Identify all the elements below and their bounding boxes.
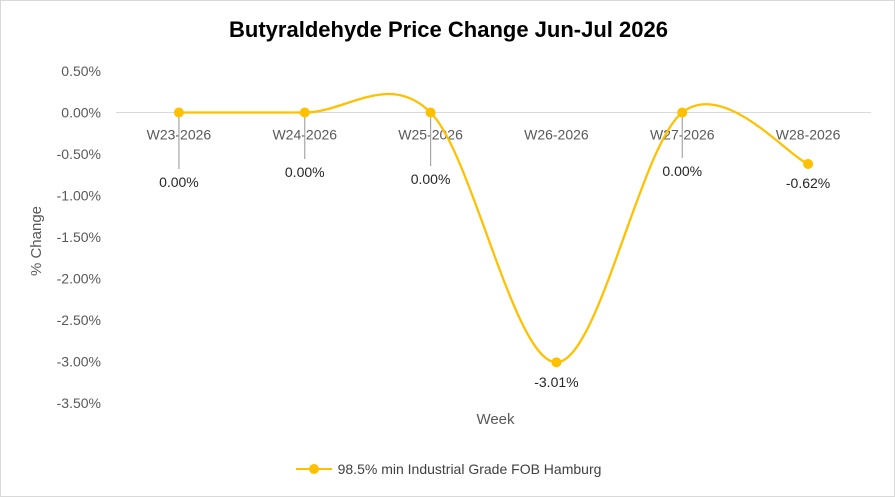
y-tick-label: -3.00% xyxy=(57,354,101,370)
y-tick-label: 0.00% xyxy=(61,105,101,121)
y-tick-label: 0.50% xyxy=(61,63,101,79)
data-point xyxy=(677,107,688,118)
x-axis-title: Week xyxy=(476,411,515,428)
data-label: 0.00% xyxy=(411,171,451,187)
data-label: 0.00% xyxy=(159,174,199,190)
data-point xyxy=(803,158,814,169)
data-label: -3.01% xyxy=(534,374,578,390)
y-axis-title: % Change xyxy=(28,206,45,276)
y-tick-label: -0.50% xyxy=(57,146,101,162)
data-label: 0.00% xyxy=(662,163,702,179)
data-point xyxy=(551,357,562,368)
y-tick-label: -1.00% xyxy=(57,188,101,204)
data-point xyxy=(299,107,310,118)
y-tick-label: -2.00% xyxy=(57,271,101,287)
data-point xyxy=(425,107,436,118)
chart-legend: 98.5% min Industrial Grade FOB Hamburg xyxy=(1,459,895,479)
data-point xyxy=(173,107,184,118)
legend-marker xyxy=(295,462,332,476)
data-label: 0.00% xyxy=(285,164,325,180)
x-tick-label: W26-2026 xyxy=(524,127,589,143)
legend-label: 98.5% min Industrial Grade FOB Hamburg xyxy=(337,461,602,477)
chart-title: Butyraldehyde Price Change Jun-Jul 2026 xyxy=(229,17,668,42)
y-tick-label: -3.50% xyxy=(57,395,101,411)
y-tick-label: -2.50% xyxy=(57,312,101,328)
data-label: -0.62% xyxy=(786,175,830,191)
y-tick-label: -1.50% xyxy=(57,229,101,245)
x-tick-label: W28-2026 xyxy=(776,127,841,143)
